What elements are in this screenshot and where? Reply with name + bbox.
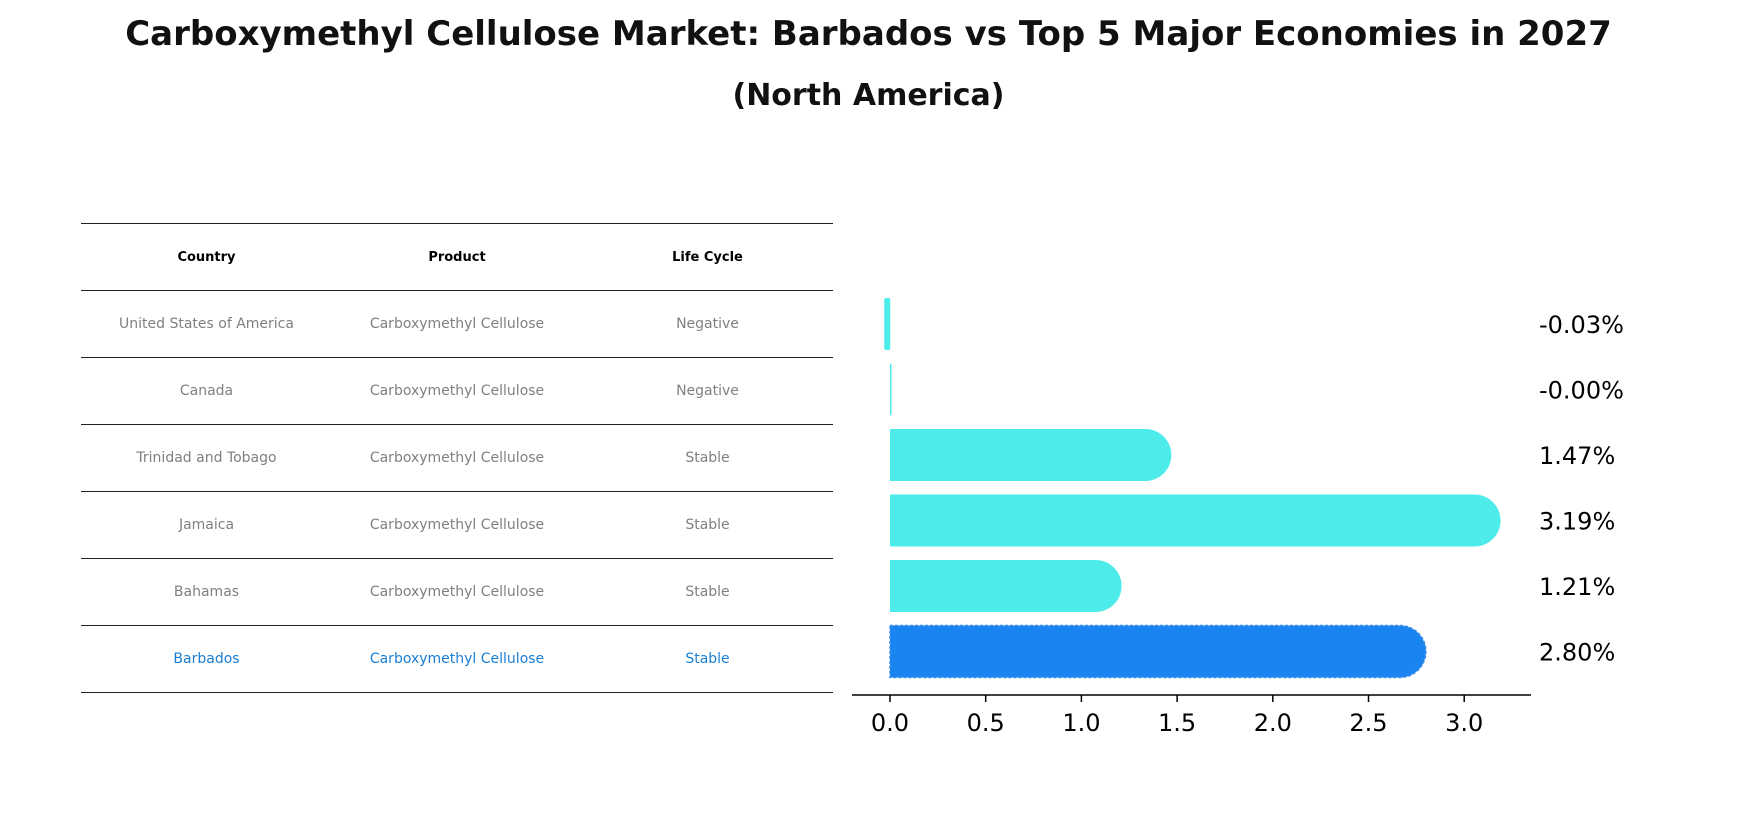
value-label-group: -0.03% -0.00% 1.47% 3.19% 1.21% 2.80% — [1539, 311, 1624, 667]
value-label: 1.47% — [1539, 442, 1615, 470]
table-header-row: Country Product Life Cycle — [81, 223, 833, 291]
bar-highlighted — [889, 624, 1427, 679]
x-tick-label: 2.5 — [1349, 709, 1387, 737]
bar — [890, 429, 1172, 481]
bar — [884, 298, 891, 350]
x-tick-label: 1.5 — [1158, 709, 1196, 737]
table-row: Bahamas Carboxymethyl Cellulose Stable — [81, 558, 833, 626]
value-label: -0.00% — [1539, 377, 1624, 405]
bar-group — [884, 298, 1501, 679]
cell-life-cycle: Stable — [582, 491, 833, 559]
header-product: Product — [332, 223, 582, 291]
cell-country: United States of America — [81, 290, 332, 358]
cell-product: Carboxymethyl Cellulose — [332, 625, 582, 693]
value-label: 2.80% — [1539, 639, 1615, 667]
table-row: Canada Carboxymethyl Cellulose Negative — [81, 357, 833, 425]
x-tick-label: 2.0 — [1254, 709, 1292, 737]
cell-life-cycle: Negative — [582, 290, 833, 358]
cell-life-cycle: Stable — [582, 424, 833, 492]
cell-product: Carboxymethyl Cellulose — [332, 424, 582, 492]
value-label: 3.19% — [1539, 508, 1615, 536]
cell-product: Carboxymethyl Cellulose — [332, 290, 582, 358]
x-tick-label: 0.5 — [967, 709, 1005, 737]
chart-title: Carboxymethyl Cellulose Market: Barbados… — [125, 14, 1612, 54]
cell-country: Trinidad and Tobago — [81, 424, 332, 492]
cell-country: Barbados — [81, 625, 332, 693]
bar — [890, 363, 892, 416]
value-label: -0.03% — [1539, 311, 1624, 339]
x-tick-label: 1.0 — [1062, 709, 1100, 737]
table-row: Trinidad and Tobago Carboxymethyl Cellul… — [81, 424, 833, 492]
chart-subtitle: (North America) — [732, 78, 1005, 113]
cell-country: Bahamas — [81, 558, 332, 626]
cell-product: Carboxymethyl Cellulose — [332, 491, 582, 559]
table-row: Jamaica Carboxymethyl Cellulose Stable — [81, 491, 833, 559]
country-table: Country Product Life Cycle United States… — [81, 223, 833, 693]
cell-life-cycle: Negative — [582, 357, 833, 425]
cell-country: Canada — [81, 357, 332, 425]
bar — [890, 494, 1501, 547]
x-tick-group: 0.0 0.5 1.0 1.5 2.0 2.5 3.0 — [871, 695, 1483, 737]
x-tick-label: 3.0 — [1445, 709, 1483, 737]
bar — [890, 560, 1122, 612]
table-row-highlighted: Barbados Carboxymethyl Cellulose Stable — [81, 625, 833, 693]
cell-product: Carboxymethyl Cellulose — [332, 357, 582, 425]
table-row: United States of America Carboxymethyl C… — [81, 290, 833, 358]
cell-country: Jamaica — [81, 491, 332, 559]
cell-product: Carboxymethyl Cellulose — [332, 558, 582, 626]
cell-life-cycle: Stable — [582, 558, 833, 626]
value-label: 1.21% — [1539, 573, 1615, 601]
header-life-cycle: Life Cycle — [582, 223, 833, 291]
header-country: Country — [81, 223, 332, 291]
x-tick-label: 0.0 — [871, 709, 909, 737]
cell-life-cycle: Stable — [582, 625, 833, 693]
